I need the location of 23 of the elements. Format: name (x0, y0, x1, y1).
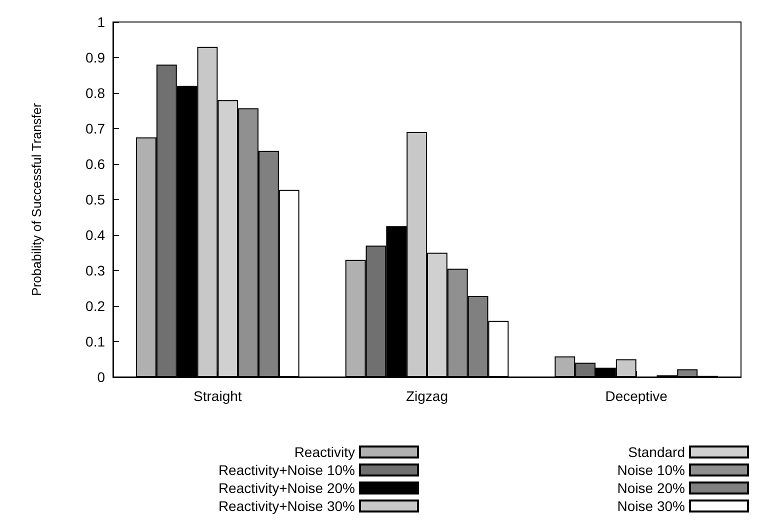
y-tick-label: 0.2 (86, 298, 106, 314)
y-tick-label: 0.9 (86, 50, 106, 66)
x-tick-label: Deceptive (605, 388, 668, 404)
y-tick-label: 0.6 (86, 156, 106, 172)
y-tick-label: 0.5 (86, 192, 106, 208)
legend-label: Reactivity+Noise 10% (218, 462, 355, 478)
y-axis-title: Probability of Successful Transfer (29, 102, 44, 296)
y-tick-label: 1 (97, 14, 106, 30)
y-tick-label: 0.3 (86, 262, 106, 278)
x-tick-label: Straight (194, 388, 242, 404)
legend-label: Reactivity+Noise 20% (218, 480, 355, 496)
y-tick-label: 0.8 (86, 85, 106, 101)
legend-label: Noise 10% (617, 462, 685, 478)
y-tick-label: 0.4 (86, 227, 106, 243)
y-tick-label: 0.7 (86, 120, 106, 136)
x-tick-label: Zigzag (406, 388, 448, 404)
legend-label: Reactivity (294, 444, 355, 460)
legend-label: Noise 20% (617, 480, 685, 496)
legend-label: Reactivity+Noise 30% (218, 498, 355, 514)
y-tick-label: 0.1 (86, 334, 106, 350)
y-tick-label: 0 (97, 369, 106, 385)
legend-label: Standard (628, 444, 685, 460)
legend-label: Noise 30% (617, 498, 685, 514)
